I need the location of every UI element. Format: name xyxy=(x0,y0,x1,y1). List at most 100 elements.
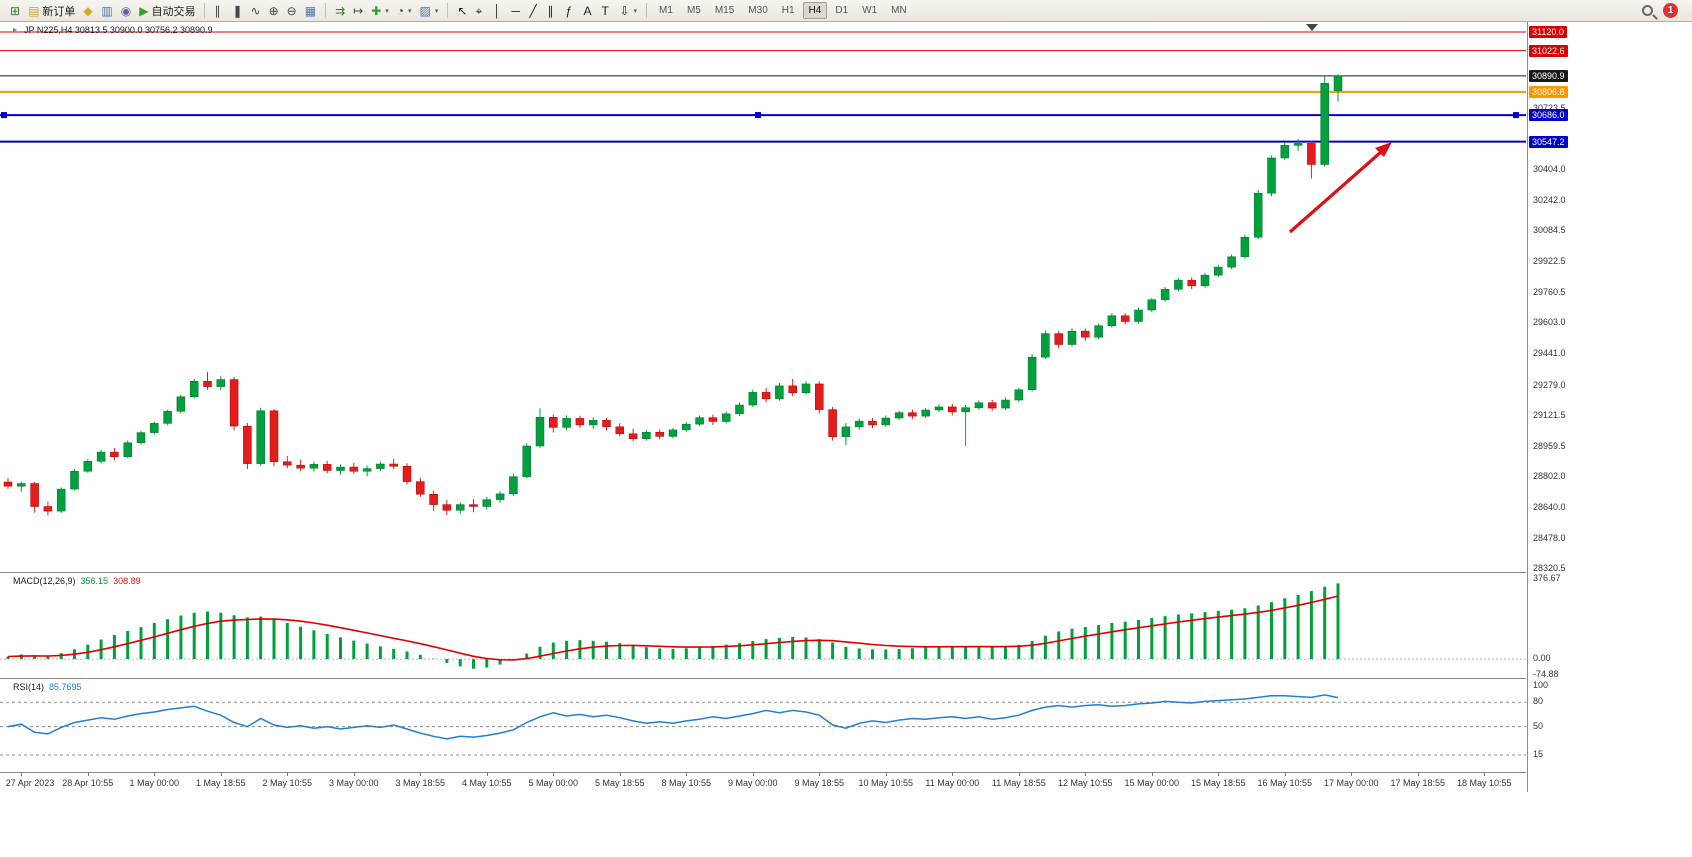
caret-down-icon: ▾ xyxy=(633,7,638,15)
new-order-button[interactable]: ▤ 新订单 xyxy=(24,2,79,20)
time-axis-tick xyxy=(885,773,887,776)
timeframe-m5-button[interactable]: M5 xyxy=(686,5,701,16)
time-axis-label: 17 May 00:00 xyxy=(1324,778,1379,788)
horizontal-line-tool-button[interactable]: ─ xyxy=(507,2,525,20)
trend-arrow-annotation[interactable] xyxy=(1288,142,1392,234)
timeframe-m30-button[interactable]: M30 xyxy=(748,5,768,16)
price-axis[interactable]: 30723.5 30404.0 30242.0 30084.5 29922.5 29760… xyxy=(1527,22,1585,792)
horizontal-line-tool-icon: ─ xyxy=(511,3,520,18)
time-axis-tick xyxy=(486,773,488,776)
one-click-trading-toggle[interactable]: ▸ xyxy=(13,25,18,34)
channel-tool-icon: ∥ xyxy=(547,3,554,18)
price-axis-tick: 30084.5 xyxy=(1533,225,1566,236)
price-line-badge: 30806.8 xyxy=(1529,85,1568,98)
navigator-icon: ◉ xyxy=(120,3,132,18)
hline-selection-handle[interactable] xyxy=(1,112,7,119)
price-axis-tick: 29922.5 xyxy=(1533,256,1566,267)
shapes-tool-button[interactable]: ⇩ ▾ xyxy=(615,2,641,20)
time-axis[interactable]: 27 Apr 2023 28 Apr 10:55 1 May 00:00 1 May … xyxy=(0,772,1526,792)
text-tool-button[interactable]: A xyxy=(579,2,597,20)
timeframe-d1-button[interactable]: D1 xyxy=(835,5,849,16)
toolbar: ⊞ ▤ 新订单 ◆ ▥ ◉ ▶ 自动交易 ∥ ❚ ∿ ⊕ ⊖ ▦ ⇉ ↦ ✚ ▾ ◔ ▾ ▨ ▾ ↖ ⌖ │ ─ ╱ ∥ ƒ A T ⇩ ▾ M… xyxy=(0,0,1692,22)
fibonacci-tool-button[interactable]: ƒ xyxy=(561,2,579,20)
indicators-button[interactable]: ✚ ▾ xyxy=(367,2,393,20)
crosshair-tool-button[interactable]: ⌖ xyxy=(471,2,489,20)
auto-scroll-button[interactable]: ⇉ xyxy=(331,2,349,20)
bar-chart-type-button[interactable]: ∥ xyxy=(210,2,228,20)
price-axis-tick: 30404.0 xyxy=(1533,164,1566,175)
trendline-tool-button[interactable]: ╱ xyxy=(525,2,543,20)
templates-button[interactable]: ▨ ▾ xyxy=(416,2,443,20)
price-line-badge: 31022.6 xyxy=(1529,44,1568,57)
fibonacci-tool-icon: ƒ xyxy=(565,3,573,18)
macd-axis-tick: -74.88 xyxy=(1533,669,1559,679)
timeframe-w1-button[interactable]: W1 xyxy=(862,5,878,16)
cursor-tool-button[interactable]: ↖ xyxy=(453,2,471,20)
rsi-canvas[interactable] xyxy=(0,679,1526,772)
timeframe-m1-button[interactable]: M1 xyxy=(659,5,673,16)
time-axis-label: 12 May 10:55 xyxy=(1058,778,1113,788)
macd-axis-tick: 376.67 xyxy=(1533,573,1561,583)
candlestick-chart-type-button[interactable]: ❚ xyxy=(228,2,246,20)
search-icon[interactable] xyxy=(1642,5,1653,16)
macd-panel[interactable]: MACD(12,26,9) 356.15 308.89 xyxy=(0,572,1526,678)
new-order-button-label: 新订单 xyxy=(42,5,76,18)
cursor-tool-icon: ↖ xyxy=(457,3,468,18)
line-chart-type-button[interactable]: ∿ xyxy=(247,2,265,20)
timeframe-h4-button[interactable]: H4 xyxy=(802,2,828,19)
zoom-in-button[interactable]: ⊕ xyxy=(265,2,283,20)
auto-trading-button-label: 自动交易 xyxy=(151,5,196,18)
time-axis-tick xyxy=(154,773,156,776)
toolbar-right: 1 xyxy=(1642,3,1686,18)
price-axis-tick: 28478.0 xyxy=(1533,532,1566,543)
zoom-out-button[interactable]: ⊖ xyxy=(283,2,301,20)
time-axis-tick xyxy=(87,773,89,776)
new-chart-icon: ⊞ xyxy=(10,3,21,18)
time-axis-tick xyxy=(1218,773,1220,776)
price-line-badge: 31120.0 xyxy=(1529,25,1567,38)
notification-badge[interactable]: 1 xyxy=(1663,3,1678,18)
tile-windows-button[interactable]: ▦ xyxy=(301,2,320,20)
periods-icon: ◔ xyxy=(396,3,405,18)
timeframe-h1-button[interactable]: H1 xyxy=(781,5,795,16)
price-axis-tick: 28320.5 xyxy=(1533,563,1566,574)
new-chart-button[interactable]: ⊞ xyxy=(6,2,24,20)
navigator-button[interactable]: ◉ xyxy=(117,2,135,20)
chart-shift-marker-icon[interactable] xyxy=(1306,24,1318,31)
rsi-panel[interactable]: RSI(14) 85.7695 xyxy=(0,678,1526,772)
vertical-line-tool-button[interactable]: │ xyxy=(489,2,507,20)
bar-chart-type-icon: ∥ xyxy=(214,3,221,18)
main-chart-panel[interactable]: ▸ JP N225,H4 30813.5 30900.0 30756.2 308… xyxy=(0,22,1526,572)
label-tool-button[interactable]: T xyxy=(597,2,615,20)
candlestick-chart-type-icon: ❚ xyxy=(232,3,243,18)
main-chart-canvas[interactable] xyxy=(0,22,1526,572)
periods-button[interactable]: ◔ ▾ xyxy=(393,2,416,20)
hline-selection-handle[interactable] xyxy=(1513,112,1519,119)
macd-value: 356.15 xyxy=(80,576,109,586)
time-axis-tick xyxy=(420,773,422,776)
indicators-icon: ✚ xyxy=(371,3,382,18)
new-order-icon: ▤ xyxy=(28,3,40,18)
caret-down-icon: ▾ xyxy=(434,7,439,15)
timeframe-mn-button[interactable]: MN xyxy=(891,5,907,16)
price-line-badge: 30547.2 xyxy=(1529,135,1568,148)
time-axis-label: 9 May 18:55 xyxy=(794,778,845,788)
metaeditor-button[interactable]: ◆ xyxy=(79,2,97,20)
zoom-in-icon: ⊕ xyxy=(268,3,279,18)
time-axis-tick xyxy=(220,773,222,776)
price-axis-tick: 29603.0 xyxy=(1533,317,1566,328)
chart-shift-button[interactable]: ↦ xyxy=(349,2,367,20)
time-axis-label: 10 May 10:55 xyxy=(858,778,914,788)
market-watch-button[interactable]: ▥ xyxy=(97,2,116,20)
timeframe-m15-button[interactable]: M15 xyxy=(714,5,735,16)
hline-selection-handle[interactable] xyxy=(755,112,761,119)
auto-trading-button[interactable]: ▶ 自动交易 xyxy=(135,2,199,20)
time-axis-tick xyxy=(819,773,821,776)
channel-tool-button[interactable]: ∥ xyxy=(543,2,561,20)
label-tool-icon: T xyxy=(601,3,609,18)
macd-label: MACD(12,26,9) 356.15 308.89 xyxy=(13,576,141,586)
time-axis-label: 1 May 18:55 xyxy=(196,778,246,788)
rsi-label: RSI(14) 85.7695 xyxy=(13,682,82,692)
macd-canvas[interactable] xyxy=(0,573,1526,678)
time-axis-label: 8 May 10:55 xyxy=(661,778,712,788)
